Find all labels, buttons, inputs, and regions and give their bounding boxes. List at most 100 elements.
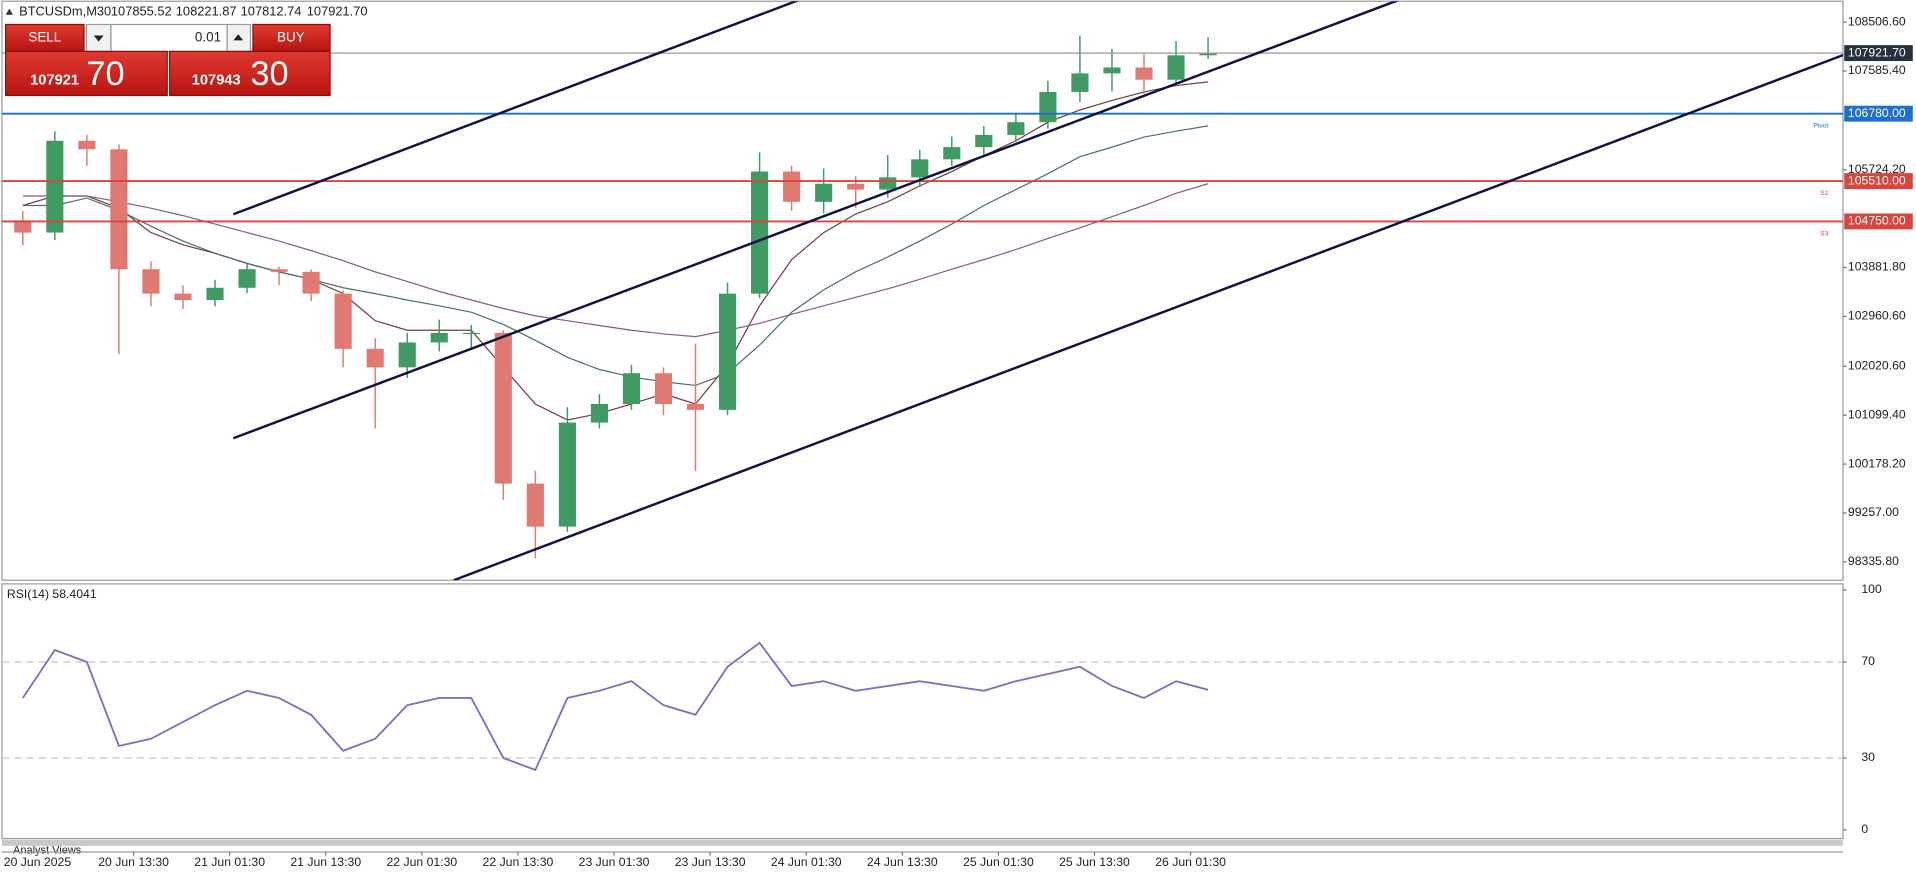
candle-body [206,287,224,300]
candle-body [1167,55,1185,80]
bid-main: 107921 [30,73,79,89]
candle-body [654,373,673,405]
candle-body [943,147,961,160]
footer-bar [1,843,1844,846]
candle-body [398,342,416,368]
channel-lines [232,1,1844,581]
y-tick-label: 98335.80 [1848,554,1899,568]
candle-body [718,293,737,410]
rsi-plot [1,641,1844,772]
moving-average [22,125,1209,387]
level-label: 106780.00 [1848,106,1906,120]
volume-input[interactable] [110,23,228,53]
rsi-line [22,641,1209,772]
candle-body [911,159,929,178]
trend-line [232,1,1399,440]
level-label: 105510.00 [1848,173,1906,187]
candle-body [751,171,769,294]
y-tick-label: 108506.60 [1848,14,1906,28]
y-tick-label: 0 [1861,822,1868,836]
symbol: BTCUSDm,M30 [19,4,111,19]
candle-body [1103,67,1121,74]
last-price-box [1844,45,1913,62]
x-tick-label: 21 Jun 13:30 [290,855,361,869]
candle-body [686,404,705,410]
x-tick-label: 25 Jun 13:30 [1059,855,1130,869]
x-tick-label: 20 Jun 2025 [4,855,72,869]
sell-label[interactable]: SELL [28,30,61,45]
x-tick-label: 24 Jun 13:30 [867,855,938,869]
candle-body [783,171,801,202]
y-tick-label: 102960.60 [1848,309,1906,323]
candle-body [110,149,128,270]
quote-low: 107812.74 [241,4,302,19]
x-tick-label: 22 Jun 13:30 [483,855,554,869]
y-tick-label: 107585.40 [1848,63,1906,77]
ask-box[interactable] [169,50,331,97]
last-price-label: 107921.70 [1848,45,1906,59]
candle-body [238,269,256,288]
candle-body [78,140,96,150]
y-tick-label: 105724.20 [1848,162,1906,176]
candle-body [558,422,576,527]
axes: 108506.60 107585.40 105724.20 103881.80 1029… [4,14,1913,869]
y-tick-label: 102020.60 [1848,359,1906,373]
level-box [1844,213,1913,230]
rsi-title: RSI(14) 58.4041 [7,587,97,601]
level-label: 104750.00 [1848,214,1906,228]
level-name: S2 [1820,190,1828,197]
candle-body [46,140,64,233]
candle-body [526,483,544,527]
collapse-icon[interactable] [5,8,14,15]
rsi-panel [1,583,1844,840]
quote-high: 108221.87 [176,4,237,19]
candle-body [270,269,288,272]
candle-body [302,271,320,294]
candle-body [1199,53,1217,56]
x-tick-label: 25 Jun 01:30 [963,855,1034,869]
y-tick-label: 103881.80 [1848,260,1906,274]
candle-body [334,293,352,349]
candle-body [815,183,833,202]
bid-box[interactable] [5,50,168,97]
trend-line [453,53,1844,581]
candle-body [142,269,160,294]
y-tick-label: 30 [1861,750,1875,764]
y-tick-label: 100 [1861,582,1882,596]
candle-body [847,183,865,190]
candle-body [879,177,897,190]
ask-pips: 30 [250,55,288,93]
level-box [1844,173,1913,190]
trend-line [232,1,800,216]
sell-button[interactable] [5,23,85,53]
x-tick-label: 23 Jun 13:30 [675,855,746,869]
candle-body [366,348,384,368]
down-arrow [93,35,104,42]
bid-pips: 70 [86,55,124,93]
x-tick-label: 21 Jun 01:30 [194,855,265,869]
footer-tab[interactable]: Analyst Views [13,845,82,857]
one-click-panel: SELL 0.01 BUY 107921 70 107943 30 [5,23,331,97]
x-tick-label: 20 Jun 13:30 [98,855,169,869]
candle-body [1135,67,1153,80]
x-tick-label: 26 Jun 01:30 [1155,855,1226,869]
quote-open: 107855.52 [111,4,172,19]
candle-body [622,373,641,405]
volume-value[interactable]: 0.01 [195,30,221,45]
x-tick-label: 22 Jun 01:30 [386,855,457,869]
level-name: S3 [1820,230,1828,237]
candle-body [590,404,608,423]
candle-body [14,220,32,233]
candle-body [1039,91,1057,123]
buy-label[interactable]: BUY [277,30,305,45]
main-panel [1,0,1844,581]
y-tick-label: 70 [1861,654,1875,668]
buy-button[interactable] [252,23,331,53]
candle-body [494,332,512,484]
x-tick-label: 24 Jun 01:30 [771,855,842,869]
x-tick-label: 23 Jun 01:30 [579,855,650,869]
candle-body [462,332,480,335]
